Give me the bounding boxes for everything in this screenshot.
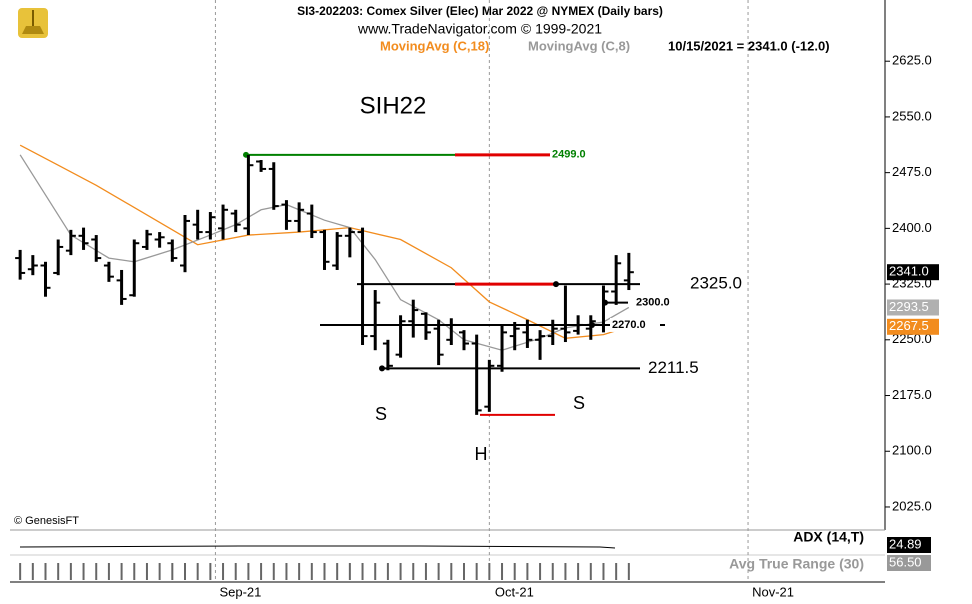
last-value-box bbox=[887, 264, 939, 281]
last-value-box bbox=[887, 318, 939, 335]
x-tick-label: Sep-21 bbox=[219, 584, 261, 599]
y-tick-label: 2100.0 bbox=[892, 443, 932, 458]
level-label: 2325.0 bbox=[690, 274, 742, 293]
indicator-box bbox=[887, 537, 931, 553]
level-dot bbox=[379, 365, 385, 372]
copyright: © GenesisFT bbox=[14, 515, 79, 527]
last-value-box bbox=[887, 299, 939, 316]
indicator-value: 56.50 bbox=[889, 554, 922, 569]
y-tick-label: 2550.0 bbox=[892, 108, 932, 123]
x-tick-label: Nov-21 bbox=[752, 584, 794, 599]
indicator-name: ADX (14,T) bbox=[793, 529, 864, 545]
chart-title: SI3-202203: Comex Silver (Elec) Mar 2022… bbox=[297, 4, 663, 18]
y-tick-label: 2400.0 bbox=[892, 220, 932, 235]
annotation: S bbox=[573, 393, 585, 413]
legend-entry: MovingAvg (C,18) bbox=[380, 38, 489, 53]
last-value-label: 2267.5 bbox=[889, 318, 929, 333]
level-label: 2270.0 bbox=[612, 319, 646, 331]
level-label: 2300.0 bbox=[636, 297, 670, 309]
legend-entry: MovingAvg (C,8) bbox=[528, 38, 630, 53]
x-tick-label: Oct-21 bbox=[495, 584, 534, 599]
indicator-value: 24.89 bbox=[889, 536, 922, 551]
logo bbox=[18, 8, 48, 38]
annotation: SIH22 bbox=[360, 92, 427, 119]
level-dot bbox=[553, 281, 559, 288]
label-bg bbox=[610, 317, 660, 332]
status: 10/15/2021 = 2341.0 (-12.0) bbox=[668, 38, 830, 53]
annotation: S bbox=[375, 404, 387, 424]
level-label: 2499.0 bbox=[552, 149, 586, 161]
y-tick-label: 2475.0 bbox=[892, 164, 932, 179]
y-tick-label: 2025.0 bbox=[892, 498, 932, 513]
level-label: 2211.5 bbox=[648, 358, 699, 377]
y-tick-label: 2625.0 bbox=[892, 53, 932, 68]
annotation: H bbox=[475, 444, 488, 464]
y-tick-label: 2250.0 bbox=[892, 331, 932, 346]
indicator-box bbox=[887, 555, 931, 571]
y-tick-label: 2175.0 bbox=[892, 387, 932, 402]
last-value-label: 2341.0 bbox=[889, 264, 929, 279]
adx-line bbox=[19, 545, 616, 549]
last-value-label: 2293.5 bbox=[889, 299, 929, 314]
chart-subtitle: www.TradeNavigator.com © 1999-2021 bbox=[357, 21, 602, 37]
indicator-name: Avg True Range (30) bbox=[729, 556, 864, 572]
